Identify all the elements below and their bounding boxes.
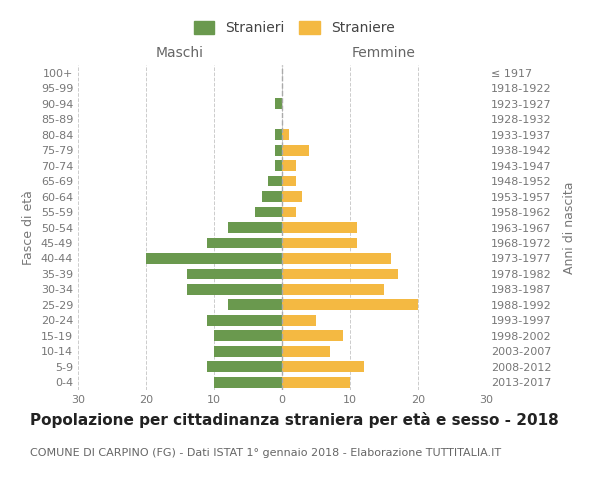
Bar [262, 191, 282, 202]
Bar [207, 315, 282, 326]
Bar [282, 377, 350, 388]
Bar [214, 377, 282, 388]
Bar [282, 346, 329, 356]
Bar [282, 362, 364, 372]
Bar [207, 362, 282, 372]
Y-axis label: Anni di nascita: Anni di nascita [563, 181, 576, 274]
Bar [282, 253, 391, 264]
Bar [255, 206, 282, 218]
Bar [282, 300, 418, 310]
Bar [282, 238, 357, 248]
Bar [282, 315, 316, 326]
Bar [275, 98, 282, 109]
Bar [282, 268, 398, 280]
Text: Femmine: Femmine [352, 46, 416, 60]
Bar [282, 191, 302, 202]
Text: Maschi: Maschi [156, 46, 204, 60]
Bar [214, 330, 282, 341]
Bar [227, 222, 282, 233]
Legend: Stranieri, Straniere: Stranieri, Straniere [190, 17, 398, 40]
Bar [275, 144, 282, 156]
Bar [282, 176, 296, 186]
Bar [227, 300, 282, 310]
Bar [282, 222, 357, 233]
Y-axis label: Fasce di età: Fasce di età [22, 190, 35, 265]
Bar [275, 160, 282, 171]
Bar [187, 284, 282, 295]
Bar [146, 253, 282, 264]
Text: Popolazione per cittadinanza straniera per età e sesso - 2018: Popolazione per cittadinanza straniera p… [30, 412, 559, 428]
Bar [268, 176, 282, 186]
Bar [282, 284, 384, 295]
Bar [282, 160, 296, 171]
Bar [282, 144, 309, 156]
Bar [282, 330, 343, 341]
Bar [282, 129, 289, 140]
Text: COMUNE DI CARPINO (FG) - Dati ISTAT 1° gennaio 2018 - Elaborazione TUTTITALIA.IT: COMUNE DI CARPINO (FG) - Dati ISTAT 1° g… [30, 448, 501, 458]
Bar [187, 268, 282, 280]
Bar [207, 238, 282, 248]
Bar [214, 346, 282, 356]
Bar [282, 206, 296, 218]
Bar [275, 129, 282, 140]
